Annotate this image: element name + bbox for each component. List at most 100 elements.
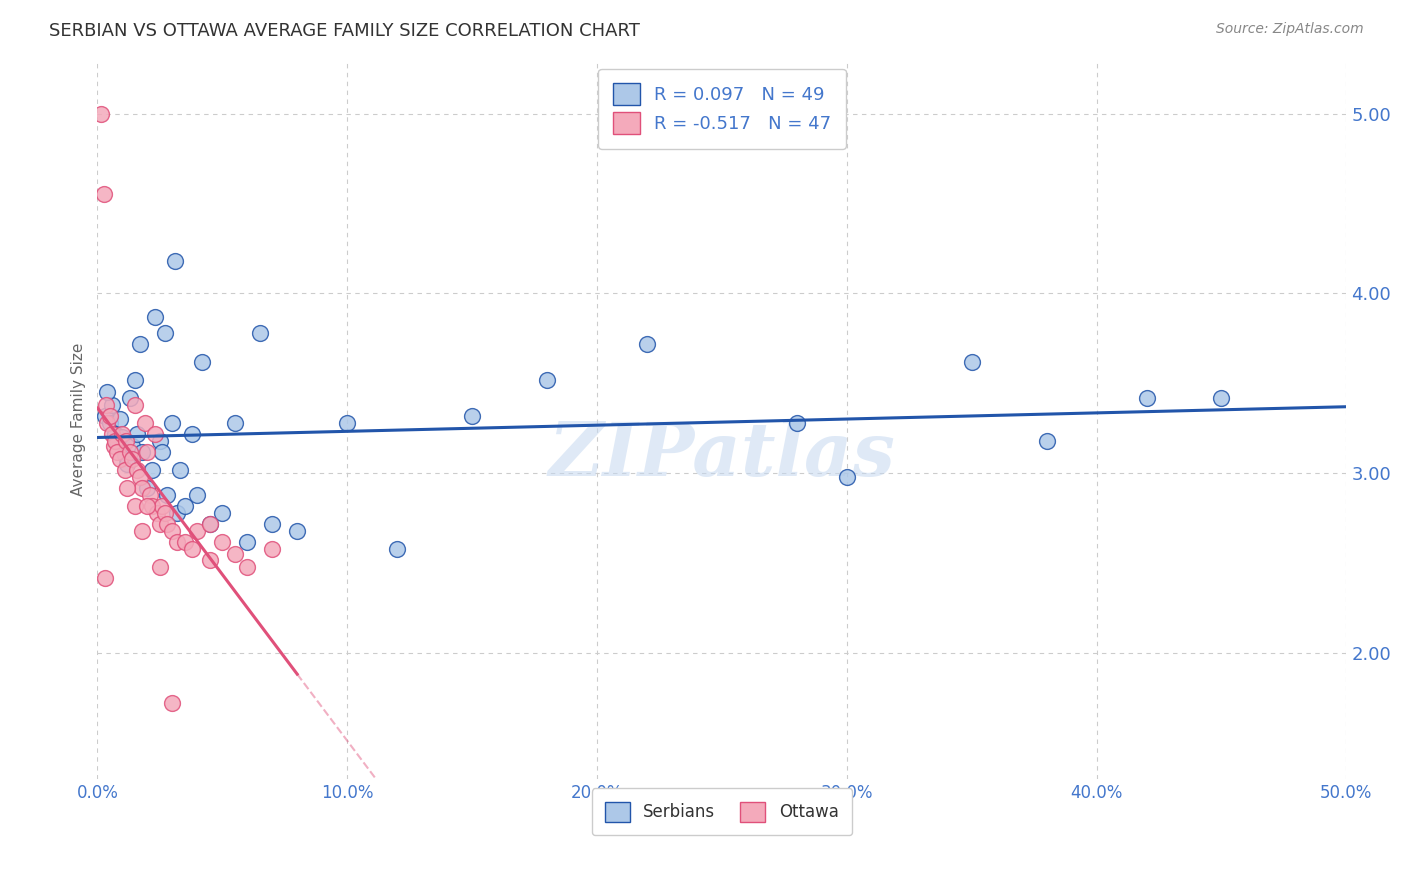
Point [134, 416, 156, 430]
Point [103, 439, 125, 453]
Point [236, 534, 259, 549]
Point [162, 697, 184, 711]
Point [149, 559, 172, 574]
Text: ZIPatlas: ZIPatlas [548, 419, 896, 491]
Point [385, 541, 408, 556]
Point [96, 385, 118, 400]
Point [131, 481, 153, 495]
Point [114, 462, 136, 476]
Point [114, 448, 136, 462]
Point [224, 547, 246, 561]
Point [121, 439, 143, 453]
Point [94, 398, 117, 412]
Point [536, 373, 558, 387]
Point [128, 336, 150, 351]
Point [118, 444, 141, 458]
Point [153, 506, 176, 520]
Point [336, 416, 359, 430]
Point [149, 434, 172, 448]
Point [150, 499, 173, 513]
Point [108, 451, 131, 466]
Point [124, 373, 146, 387]
Point [90, 106, 112, 120]
Point [101, 426, 124, 441]
Point [156, 488, 179, 502]
Point [136, 481, 159, 495]
Point [211, 506, 233, 520]
Point [786, 416, 808, 430]
Point [156, 516, 179, 531]
Point [173, 534, 195, 549]
Point [94, 570, 117, 584]
Point [143, 426, 166, 441]
Point [150, 444, 173, 458]
Point [98, 409, 121, 423]
Point [173, 499, 195, 513]
Point [128, 470, 150, 484]
Point [141, 462, 163, 476]
Point [262, 516, 284, 531]
Legend: Serbians, Ottawa: Serbians, Ottawa [592, 789, 852, 835]
Point [181, 541, 204, 556]
Point [198, 552, 221, 566]
Point [1135, 391, 1157, 405]
Point [163, 254, 186, 268]
Point [93, 187, 115, 202]
Point [285, 524, 308, 538]
Point [149, 516, 172, 531]
Point [166, 506, 188, 520]
Point [169, 462, 191, 476]
Point [1035, 434, 1057, 448]
Point [236, 559, 259, 574]
Point [105, 444, 128, 458]
Point [191, 355, 214, 369]
Point [101, 398, 124, 412]
Point [98, 416, 121, 430]
Point [105, 434, 128, 448]
Point [131, 524, 153, 538]
Point [127, 462, 149, 476]
Point [111, 426, 134, 441]
Point [181, 426, 204, 441]
Point [96, 416, 118, 430]
Point [124, 398, 146, 412]
Point [124, 499, 146, 513]
Text: SERBIAN VS OTTAWA AVERAGE FAMILY SIZE CORRELATION CHART: SERBIAN VS OTTAWA AVERAGE FAMILY SIZE CO… [49, 22, 640, 40]
Point [262, 541, 284, 556]
Point [141, 499, 163, 513]
Point [127, 426, 149, 441]
Point [153, 326, 176, 340]
Point [143, 310, 166, 324]
Point [461, 409, 484, 423]
Point [111, 430, 134, 444]
Point [198, 516, 221, 531]
Point [198, 516, 221, 531]
Point [186, 488, 208, 502]
Point [249, 326, 271, 340]
Point [139, 488, 162, 502]
Point [108, 412, 131, 426]
Point [166, 534, 188, 549]
Point [104, 434, 127, 448]
Y-axis label: Average Family Size: Average Family Size [72, 343, 86, 496]
Point [131, 444, 153, 458]
Point [162, 524, 184, 538]
Point [136, 444, 159, 458]
Point [117, 481, 139, 495]
Point [186, 524, 208, 538]
Point [121, 451, 143, 466]
Point [224, 416, 246, 430]
Point [146, 506, 169, 520]
Point [960, 355, 983, 369]
Text: Source: ZipAtlas.com: Source: ZipAtlas.com [1216, 22, 1364, 37]
Point [835, 470, 858, 484]
Point [115, 434, 138, 448]
Point [117, 457, 139, 471]
Point [94, 409, 117, 423]
Point [104, 426, 127, 441]
Point [1211, 391, 1233, 405]
Point [118, 391, 141, 405]
Point [136, 499, 159, 513]
Point [162, 416, 184, 430]
Point [211, 534, 233, 549]
